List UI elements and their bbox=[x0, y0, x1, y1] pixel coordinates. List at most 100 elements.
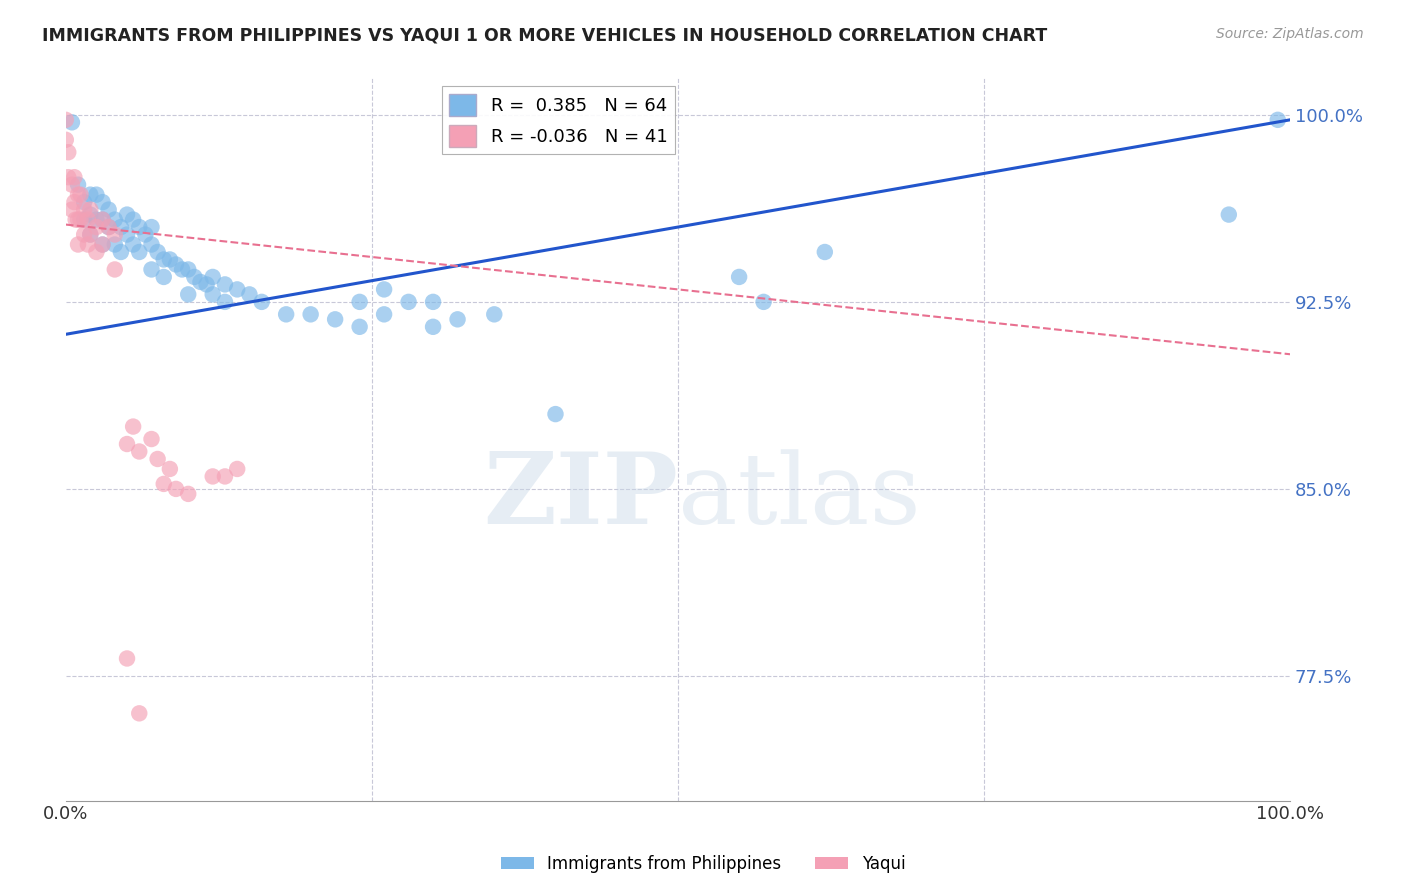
Legend: R =  0.385   N = 64, R = -0.036   N = 41: R = 0.385 N = 64, R = -0.036 N = 41 bbox=[441, 87, 675, 154]
Point bbox=[152, 269, 174, 284]
Point bbox=[141, 262, 163, 277]
Point bbox=[122, 419, 145, 434]
Point bbox=[195, 277, 218, 292]
Point bbox=[69, 212, 91, 227]
Point bbox=[115, 208, 138, 222]
Point bbox=[73, 195, 96, 210]
Point bbox=[97, 202, 120, 217]
Point bbox=[97, 220, 120, 235]
Point bbox=[172, 262, 194, 277]
Point bbox=[728, 269, 751, 284]
Point bbox=[60, 202, 83, 217]
Legend: Immigrants from Philippines, Yaqui: Immigrants from Philippines, Yaqui bbox=[494, 848, 912, 880]
Point bbox=[86, 220, 108, 235]
Point bbox=[214, 469, 236, 483]
Point bbox=[69, 187, 91, 202]
Point bbox=[65, 212, 87, 227]
Point bbox=[73, 202, 96, 217]
Point bbox=[484, 307, 506, 321]
Point bbox=[97, 220, 120, 235]
Point bbox=[128, 220, 150, 235]
Point bbox=[141, 220, 163, 235]
Point bbox=[76, 212, 98, 227]
Point bbox=[422, 294, 444, 309]
Point bbox=[91, 237, 114, 252]
Point bbox=[91, 212, 114, 227]
Point bbox=[146, 452, 169, 467]
Point bbox=[67, 178, 90, 192]
Point bbox=[226, 462, 249, 476]
Point bbox=[60, 115, 83, 129]
Point bbox=[152, 477, 174, 491]
Point bbox=[55, 133, 77, 147]
Text: IMMIGRANTS FROM PHILIPPINES VS YAQUI 1 OR MORE VEHICLES IN HOUSEHOLD CORRELATION: IMMIGRANTS FROM PHILIPPINES VS YAQUI 1 O… bbox=[42, 27, 1047, 45]
Point bbox=[446, 312, 468, 326]
Point bbox=[177, 262, 200, 277]
Point bbox=[323, 312, 346, 326]
Point bbox=[201, 269, 224, 284]
Point bbox=[183, 269, 205, 284]
Point bbox=[190, 275, 212, 289]
Point bbox=[814, 245, 837, 260]
Point bbox=[86, 212, 108, 227]
Point bbox=[214, 277, 236, 292]
Point bbox=[63, 195, 86, 210]
Point bbox=[104, 227, 127, 242]
Point bbox=[349, 319, 371, 334]
Point bbox=[79, 227, 101, 242]
Point bbox=[141, 432, 163, 446]
Point bbox=[349, 294, 371, 309]
Point bbox=[122, 237, 145, 252]
Point bbox=[250, 294, 273, 309]
Point bbox=[201, 469, 224, 483]
Point bbox=[91, 237, 114, 252]
Point bbox=[115, 227, 138, 242]
Point bbox=[226, 282, 249, 296]
Point bbox=[67, 187, 90, 202]
Point bbox=[373, 307, 395, 321]
Point bbox=[152, 252, 174, 267]
Point bbox=[104, 237, 127, 252]
Point bbox=[63, 170, 86, 185]
Point bbox=[141, 237, 163, 252]
Point bbox=[55, 112, 77, 127]
Point bbox=[1267, 112, 1289, 127]
Point bbox=[177, 287, 200, 301]
Point bbox=[128, 444, 150, 458]
Point bbox=[201, 287, 224, 301]
Point bbox=[128, 245, 150, 260]
Point bbox=[79, 208, 101, 222]
Point bbox=[128, 706, 150, 721]
Point bbox=[373, 282, 395, 296]
Point bbox=[299, 307, 322, 321]
Text: ZIP: ZIP bbox=[484, 449, 678, 545]
Point bbox=[177, 487, 200, 501]
Point bbox=[104, 262, 127, 277]
Point bbox=[134, 227, 156, 242]
Text: Source: ZipAtlas.com: Source: ZipAtlas.com bbox=[1216, 27, 1364, 41]
Point bbox=[146, 245, 169, 260]
Point bbox=[422, 319, 444, 334]
Point bbox=[238, 287, 260, 301]
Point bbox=[67, 237, 90, 252]
Point bbox=[86, 245, 108, 260]
Point bbox=[73, 227, 96, 242]
Point bbox=[76, 237, 98, 252]
Point bbox=[1218, 208, 1240, 222]
Point bbox=[752, 294, 775, 309]
Point bbox=[214, 294, 236, 309]
Point bbox=[159, 252, 181, 267]
Point bbox=[115, 651, 138, 665]
Point bbox=[276, 307, 298, 321]
Point bbox=[58, 145, 80, 160]
Point bbox=[73, 212, 96, 227]
Point bbox=[79, 227, 101, 242]
Point bbox=[122, 212, 145, 227]
Point bbox=[165, 482, 187, 496]
Point bbox=[115, 437, 138, 451]
Point bbox=[91, 212, 114, 227]
Point bbox=[544, 407, 567, 421]
Point bbox=[398, 294, 420, 309]
Point bbox=[86, 187, 108, 202]
Point bbox=[79, 187, 101, 202]
